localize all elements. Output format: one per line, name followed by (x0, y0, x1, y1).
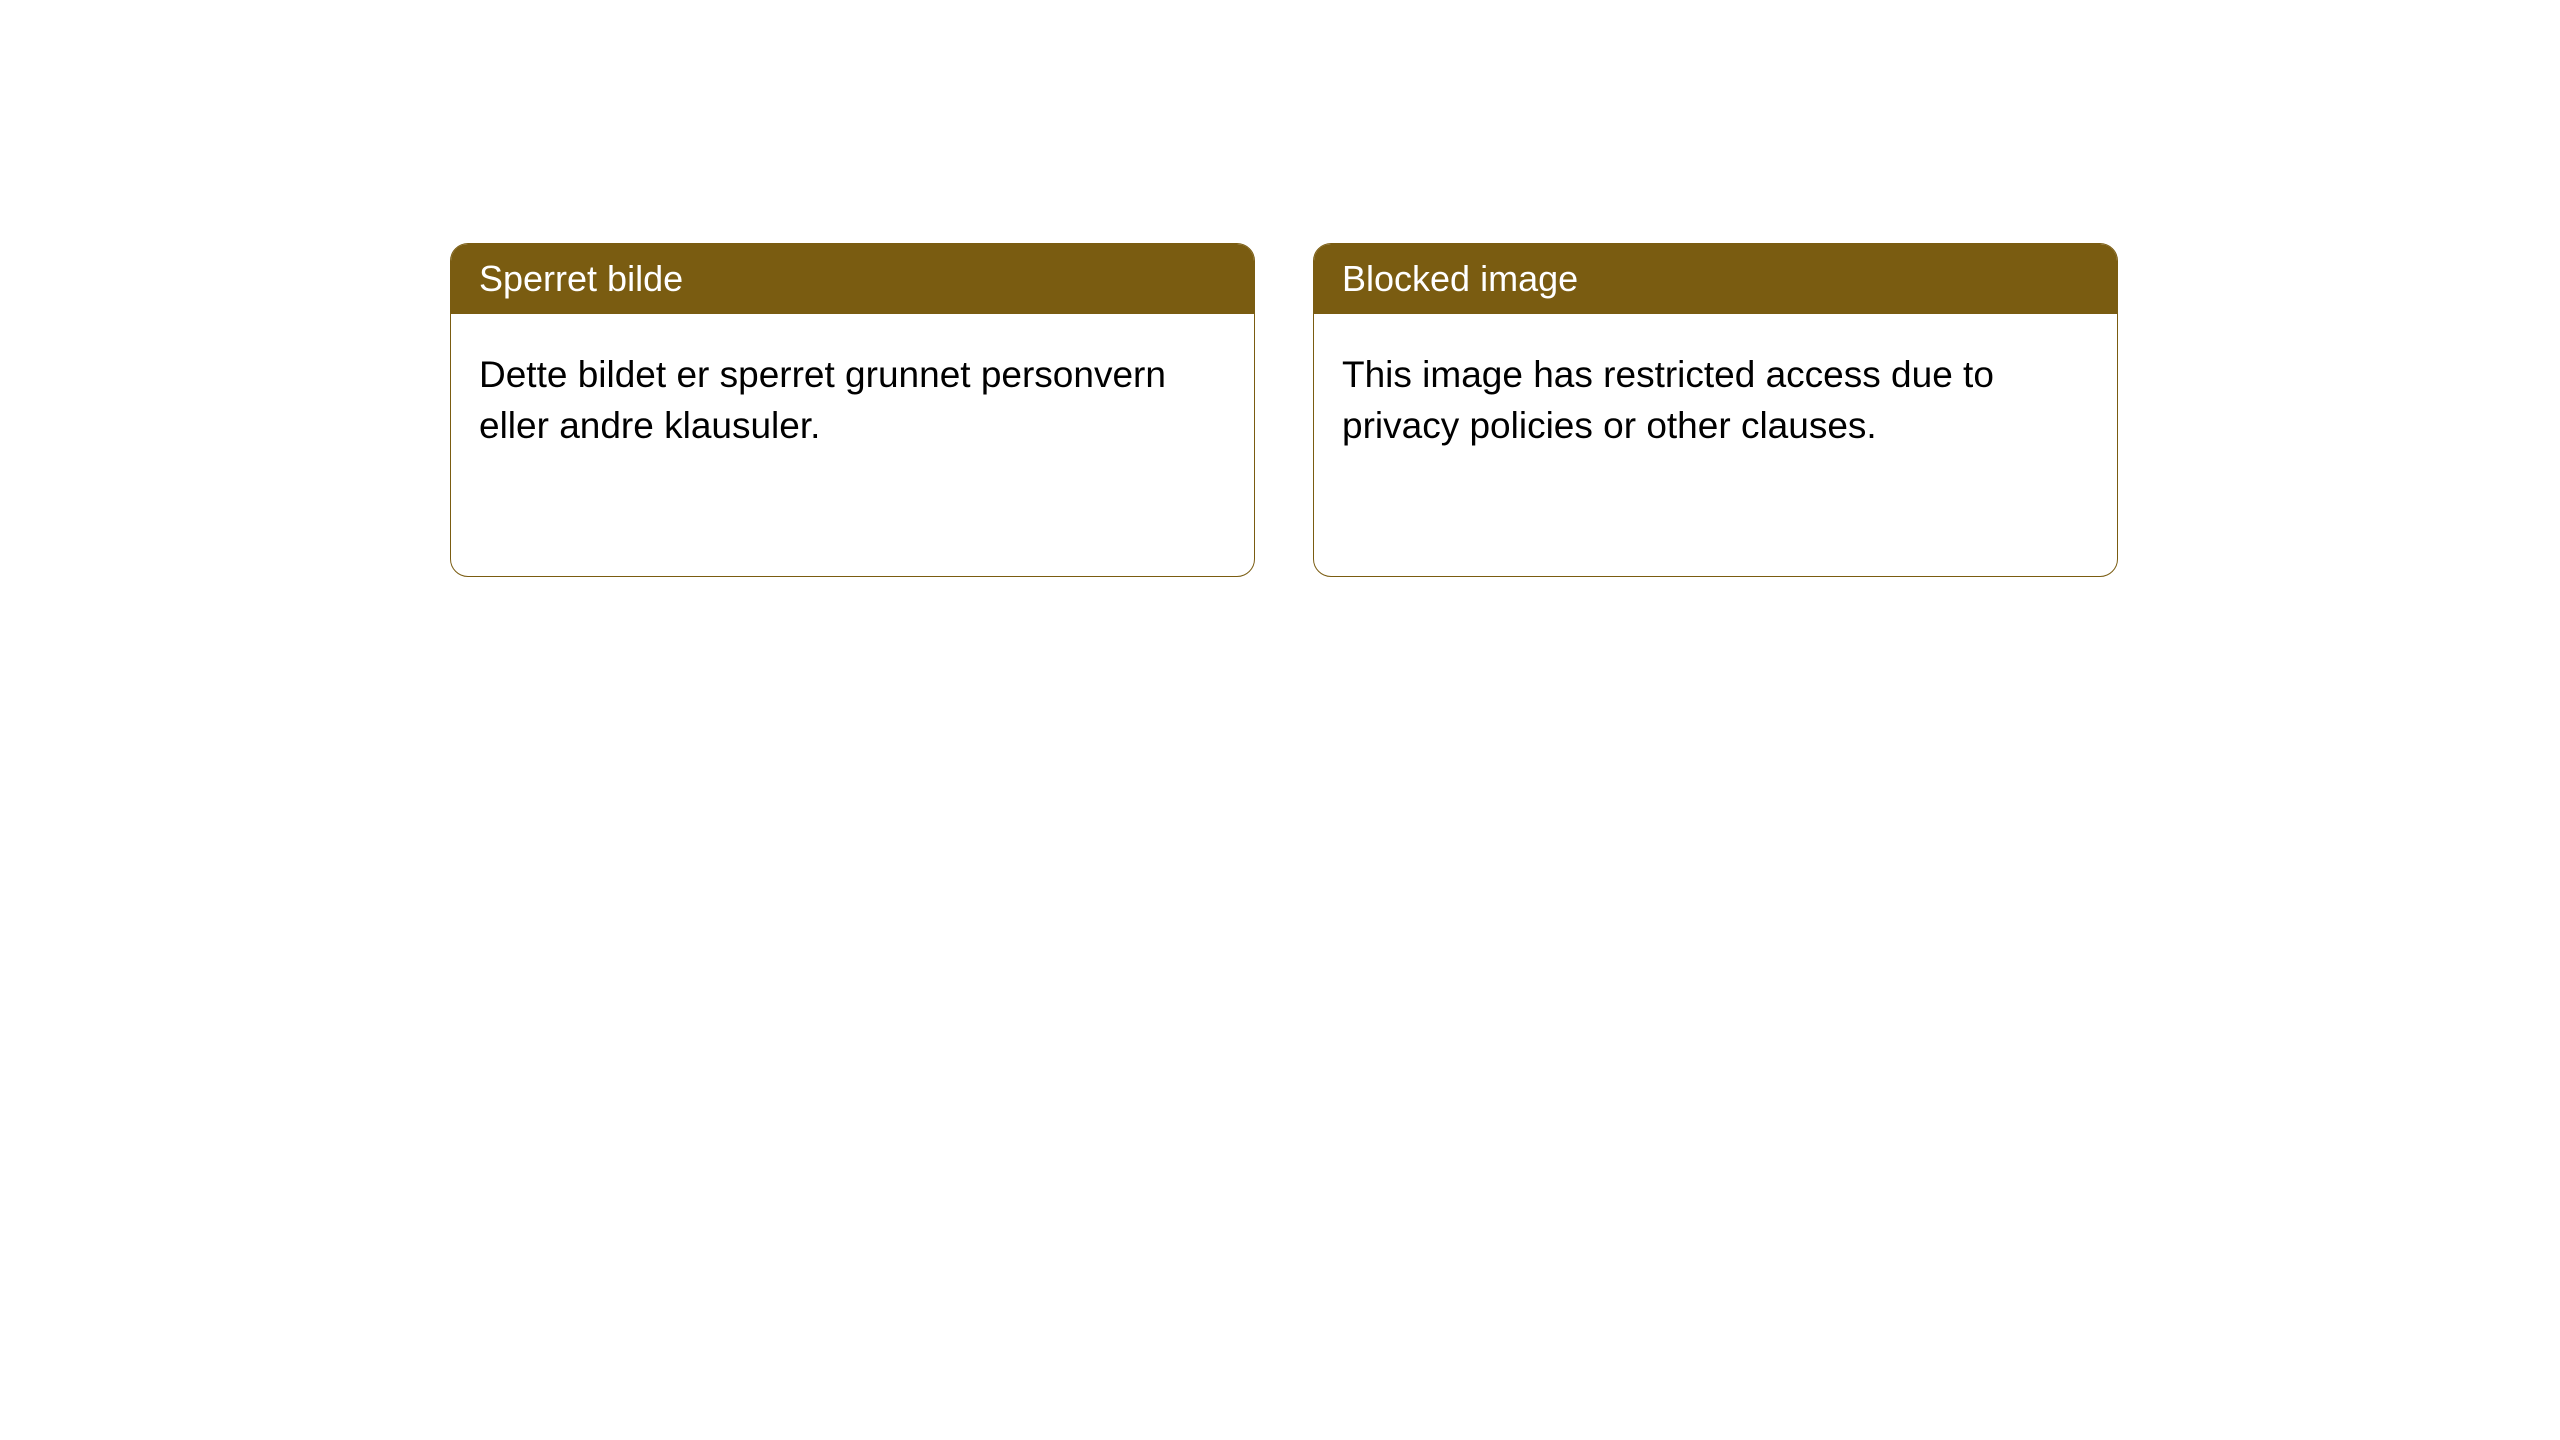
card-body-text: This image has restricted access due to … (1314, 314, 2117, 486)
notice-card-english: Blocked image This image has restricted … (1313, 243, 2118, 577)
card-header: Blocked image (1314, 244, 2117, 314)
notice-cards-container: Sperret bilde Dette bildet er sperret gr… (450, 243, 2118, 577)
card-header: Sperret bilde (451, 244, 1254, 314)
card-body-text: Dette bildet er sperret grunnet personve… (451, 314, 1254, 486)
notice-card-norwegian: Sperret bilde Dette bildet er sperret gr… (450, 243, 1255, 577)
